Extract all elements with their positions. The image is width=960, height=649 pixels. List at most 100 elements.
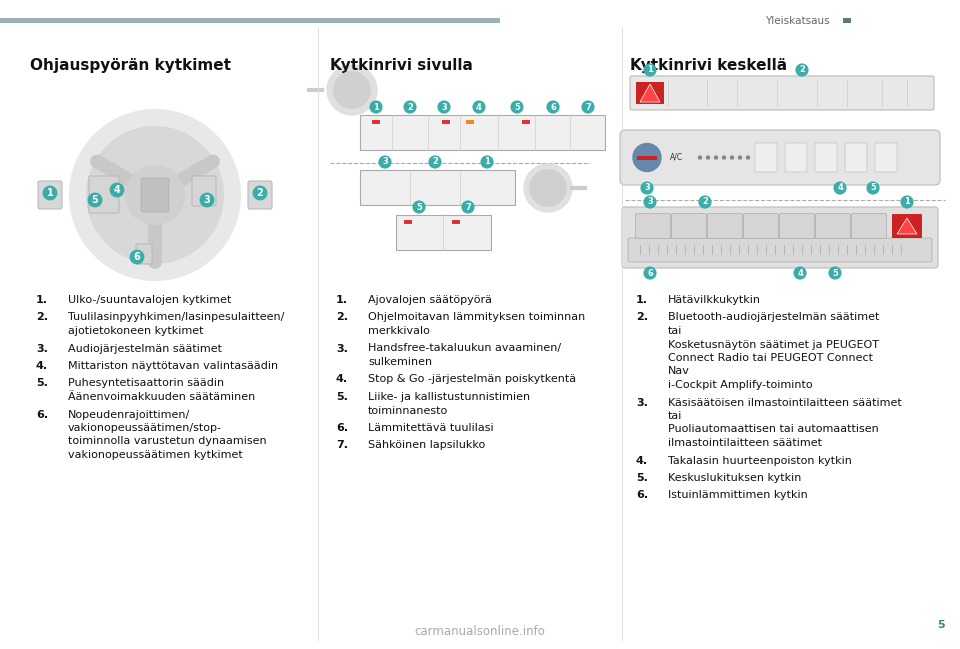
Text: 4: 4 bbox=[113, 185, 120, 195]
Text: 5: 5 bbox=[91, 195, 98, 205]
Text: 5.: 5. bbox=[36, 378, 48, 389]
Text: Liike- ja kallistustunnistimien: Liike- ja kallistustunnistimien bbox=[368, 392, 530, 402]
Text: 4: 4 bbox=[797, 269, 803, 278]
Circle shape bbox=[731, 156, 733, 159]
Text: 5: 5 bbox=[832, 269, 838, 278]
Text: 1.: 1. bbox=[636, 295, 648, 305]
FancyBboxPatch shape bbox=[248, 181, 272, 209]
FancyBboxPatch shape bbox=[671, 214, 707, 238]
Text: 4: 4 bbox=[476, 103, 482, 112]
Text: toiminnolla varustetun dynaamisen: toiminnolla varustetun dynaamisen bbox=[68, 437, 267, 447]
Polygon shape bbox=[640, 84, 660, 102]
Text: tai: tai bbox=[668, 411, 683, 421]
Text: Nav: Nav bbox=[668, 367, 690, 376]
Text: A/C: A/C bbox=[670, 153, 684, 162]
Text: Sähköinen lapsilukko: Sähköinen lapsilukko bbox=[368, 441, 485, 450]
Text: 7.: 7. bbox=[336, 441, 348, 450]
Text: Handsfree-takaluukun avaaminen/: Handsfree-takaluukun avaaminen/ bbox=[368, 343, 562, 354]
Polygon shape bbox=[897, 218, 917, 234]
Text: 3.: 3. bbox=[636, 397, 648, 408]
FancyBboxPatch shape bbox=[89, 176, 119, 213]
Text: Puhesyntetisaattorin säädin: Puhesyntetisaattorin säädin bbox=[68, 378, 224, 389]
Text: vakionopeussäätimen/stop-: vakionopeussäätimen/stop- bbox=[68, 423, 222, 433]
Text: 3: 3 bbox=[442, 103, 446, 112]
Bar bbox=[372, 120, 380, 124]
Text: 5: 5 bbox=[937, 620, 945, 630]
Bar bbox=[522, 120, 530, 124]
Text: 1: 1 bbox=[484, 158, 490, 167]
Text: Nopeudenrajoittimen/: Nopeudenrajoittimen/ bbox=[68, 410, 190, 419]
FancyBboxPatch shape bbox=[192, 176, 216, 206]
Text: toiminnanesto: toiminnanesto bbox=[368, 406, 448, 415]
Text: 3: 3 bbox=[647, 197, 653, 206]
Text: 1: 1 bbox=[373, 103, 379, 112]
Circle shape bbox=[70, 110, 240, 280]
Text: vakionopeussäätimen kytkimet: vakionopeussäätimen kytkimet bbox=[68, 450, 243, 460]
Text: Mittariston näyttötavan valintasäädin: Mittariston näyttötavan valintasäädin bbox=[68, 361, 278, 371]
Bar bbox=[637, 156, 657, 160]
Text: Audiojärjestelmän säätimet: Audiojärjestelmän säätimet bbox=[68, 343, 222, 354]
Text: Lämmitettävä tuulilasi: Lämmitettävä tuulilasi bbox=[368, 423, 493, 433]
Text: 1: 1 bbox=[904, 197, 910, 206]
Text: 1.: 1. bbox=[36, 295, 48, 305]
Bar bbox=[755, 143, 777, 172]
Text: 2.: 2. bbox=[336, 313, 348, 323]
Text: Yleiskatsaus: Yleiskatsaus bbox=[765, 16, 830, 25]
Text: 5.: 5. bbox=[636, 473, 648, 483]
FancyBboxPatch shape bbox=[708, 214, 742, 238]
Text: 5: 5 bbox=[514, 103, 520, 112]
Text: 2: 2 bbox=[256, 188, 263, 198]
Text: merkkivalo: merkkivalo bbox=[368, 326, 430, 336]
Circle shape bbox=[747, 156, 750, 159]
Bar bbox=[843, 18, 851, 23]
Circle shape bbox=[714, 156, 717, 159]
Bar bbox=[875, 143, 897, 172]
Bar bbox=[466, 120, 474, 124]
Text: 3.: 3. bbox=[336, 343, 348, 354]
FancyBboxPatch shape bbox=[892, 214, 922, 238]
FancyBboxPatch shape bbox=[628, 238, 932, 262]
FancyBboxPatch shape bbox=[136, 244, 152, 264]
Text: Ulko-/suuntavalojen kytkimet: Ulko-/suuntavalojen kytkimet bbox=[68, 295, 231, 305]
FancyBboxPatch shape bbox=[141, 178, 169, 212]
Bar bbox=[845, 143, 867, 172]
Text: 6.: 6. bbox=[636, 491, 648, 500]
Text: 3: 3 bbox=[204, 195, 210, 205]
Text: 7: 7 bbox=[466, 202, 470, 212]
Bar bbox=[815, 143, 837, 172]
Text: Käsisäätöisen ilmastointilaitteen säätimet: Käsisäätöisen ilmastointilaitteen säätim… bbox=[668, 397, 901, 408]
Bar bbox=[0, 18, 500, 23]
Text: Kytkinrivi keskellä: Kytkinrivi keskellä bbox=[630, 58, 787, 73]
Bar bbox=[360, 115, 605, 150]
Text: 6.: 6. bbox=[36, 410, 48, 419]
Text: Hätävilkkukytkin: Hätävilkkukytkin bbox=[668, 295, 761, 305]
Text: 2: 2 bbox=[799, 66, 804, 75]
Text: 4.: 4. bbox=[336, 374, 348, 384]
FancyBboxPatch shape bbox=[780, 214, 814, 238]
Circle shape bbox=[530, 170, 566, 206]
Text: 2: 2 bbox=[407, 103, 413, 112]
Text: Äänenvoimakkuuden säätäminen: Äänenvoimakkuuden säätäminen bbox=[68, 392, 255, 402]
Text: 5: 5 bbox=[416, 202, 422, 212]
Text: sulkeminen: sulkeminen bbox=[368, 357, 432, 367]
Text: Stop & Go -järjestelmän poiskytkentä: Stop & Go -järjestelmän poiskytkentä bbox=[368, 374, 576, 384]
Text: 5.: 5. bbox=[336, 392, 348, 402]
Text: Tuulilasinpyyhkimen/lasinpesulaitteen/: Tuulilasinpyyhkimen/lasinpesulaitteen/ bbox=[68, 313, 284, 323]
Text: Kytkinrivi sivulla: Kytkinrivi sivulla bbox=[330, 58, 473, 73]
Text: Ohjauspyörän kytkimet: Ohjauspyörän kytkimet bbox=[30, 58, 231, 73]
Circle shape bbox=[738, 156, 741, 159]
Bar bbox=[442, 120, 450, 124]
Bar bbox=[404, 220, 412, 224]
Text: 2.: 2. bbox=[36, 313, 48, 323]
FancyBboxPatch shape bbox=[636, 214, 670, 238]
Text: 6: 6 bbox=[133, 252, 140, 262]
Text: Keskuslukituksen kytkin: Keskuslukituksen kytkin bbox=[668, 473, 802, 483]
Bar bbox=[636, 82, 664, 104]
FancyBboxPatch shape bbox=[38, 181, 62, 209]
Text: 1: 1 bbox=[647, 66, 653, 75]
Text: 2: 2 bbox=[432, 158, 438, 167]
FancyBboxPatch shape bbox=[622, 207, 938, 268]
FancyBboxPatch shape bbox=[743, 214, 779, 238]
Text: 6: 6 bbox=[647, 269, 653, 278]
Circle shape bbox=[327, 65, 377, 115]
